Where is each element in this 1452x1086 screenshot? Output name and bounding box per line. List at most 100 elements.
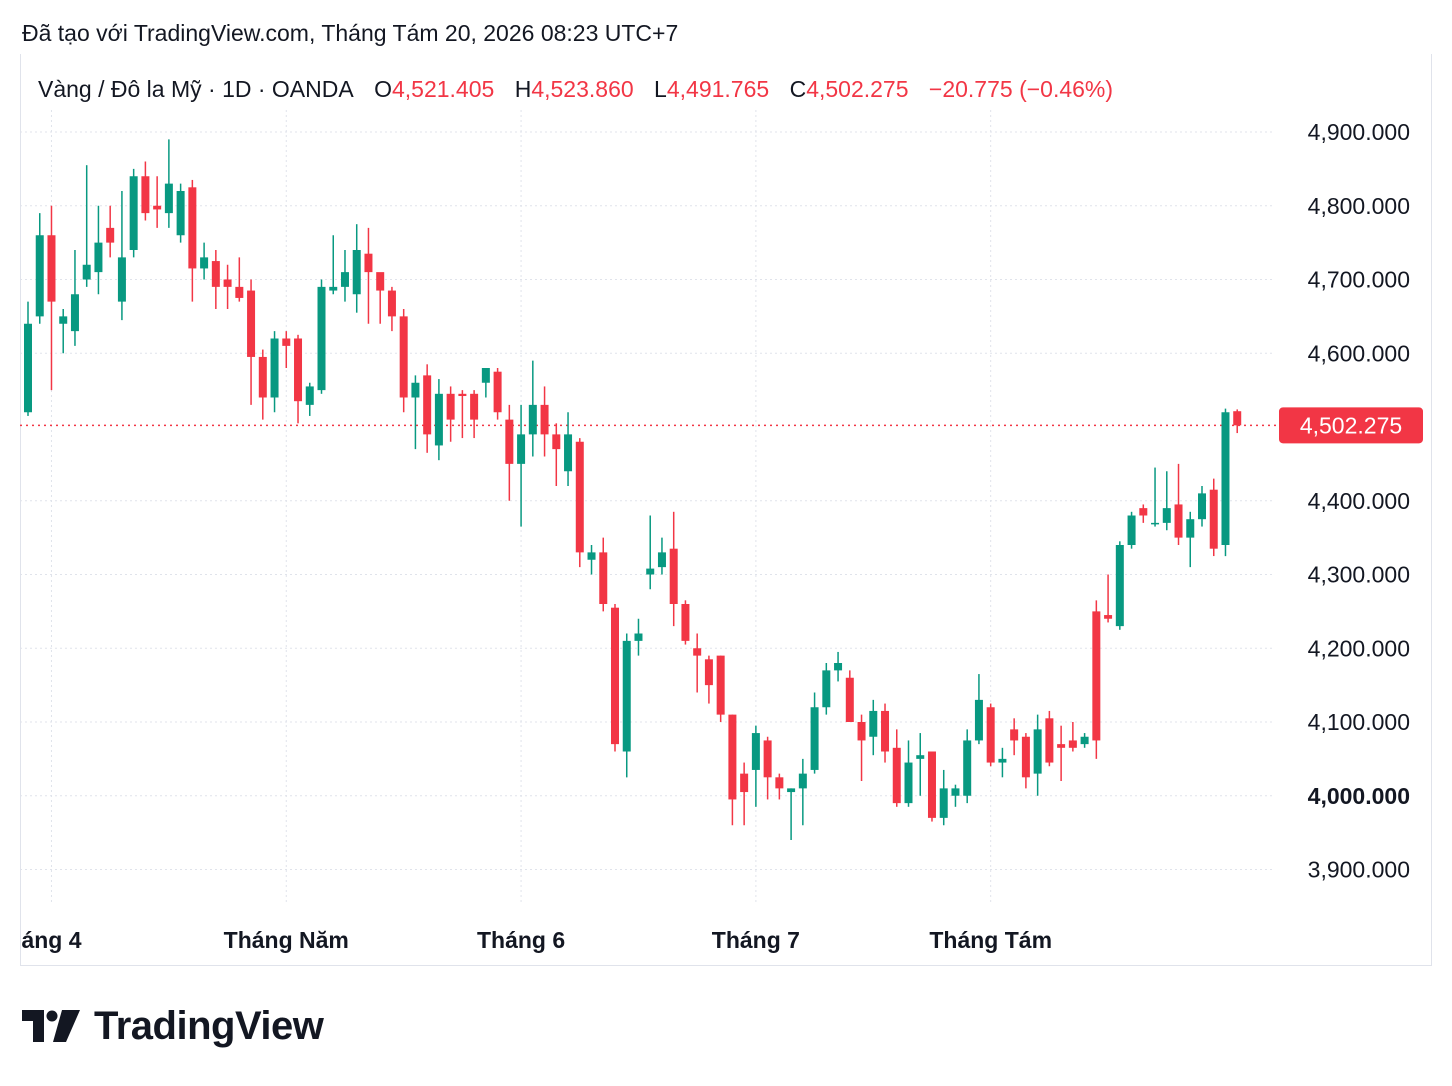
candle-body: [669, 548, 678, 604]
candle-body: [916, 755, 925, 759]
time-tick-label: áng 4: [21, 927, 81, 953]
candle-body: [47, 235, 56, 302]
candle-body: [1068, 740, 1077, 748]
candle-body: [423, 375, 432, 435]
candle-body: [329, 286, 338, 291]
candle-body: [1115, 545, 1124, 627]
candle-body: [129, 176, 138, 250]
price-tick-label: 4,100.000: [1308, 709, 1410, 735]
candle-body: [775, 777, 784, 789]
candle-body: [634, 633, 643, 641]
candle-body: [599, 552, 608, 604]
candle-body: [176, 191, 185, 236]
candle-body: [986, 707, 995, 763]
created-with-caption: Đã tạo với TradingView.com, Tháng Tám 20…: [22, 20, 679, 46]
candle-body: [657, 552, 666, 568]
candle-body: [258, 356, 267, 398]
candle-body: [575, 441, 584, 553]
tradingview-logo[interactable]: TradingView: [22, 1004, 324, 1048]
candle-body: [1033, 729, 1042, 774]
low-value: 4,491.765: [666, 76, 770, 102]
candle-body: [247, 290, 256, 357]
candle-body: [1221, 412, 1230, 545]
low-label: L: [654, 76, 667, 102]
candle-body: [939, 788, 948, 818]
candle-body: [622, 640, 631, 752]
chart-frame: [20, 54, 1432, 966]
candle-body: [716, 655, 725, 715]
candle-body: [411, 382, 420, 398]
candle-body: [352, 250, 361, 295]
candle-body: [188, 187, 197, 269]
candle-body: [1174, 504, 1183, 538]
last-price-badge-label: 4,502.275: [1300, 412, 1402, 438]
candle-body: [693, 648, 702, 656]
open-label: O: [374, 76, 392, 102]
open-value: 4,521.405: [391, 76, 495, 102]
candle-body: [822, 670, 831, 708]
candle-body: [728, 714, 737, 800]
candle-body: [270, 338, 279, 398]
high-label: H: [514, 76, 532, 102]
candle-body: [82, 264, 91, 280]
candle-body: [1092, 611, 1101, 741]
candle-body: [35, 235, 44, 317]
candle-body: [798, 773, 807, 789]
price-tick-label: 4,600.000: [1308, 340, 1410, 366]
candle-body: [857, 722, 866, 741]
candle-body: [481, 368, 490, 383]
candle-body: [200, 257, 209, 269]
candle-body: [235, 286, 244, 298]
candle-body: [869, 710, 878, 737]
candle-body: [1021, 736, 1030, 778]
candle-body: [587, 552, 596, 560]
time-tick-label: Tháng 6: [477, 927, 565, 953]
candle-body: [528, 404, 537, 435]
price-tick-label: 4,400.000: [1308, 488, 1410, 514]
candle-body: [434, 393, 443, 446]
candle-body: [1010, 729, 1019, 741]
candle-body: [763, 740, 772, 778]
close-value: 4,502.275: [806, 76, 909, 102]
candle-body: [1080, 736, 1089, 745]
candle-body: [787, 788, 796, 793]
candle-body: [1057, 744, 1066, 748]
high-value: 4,523.860: [531, 76, 634, 102]
candle-body: [305, 386, 314, 405]
candle-body: [446, 393, 455, 420]
candle-body: [963, 740, 972, 796]
candle-body: [376, 272, 385, 291]
candle-body: [340, 272, 349, 287]
price-tick-label: 4,900.000: [1308, 119, 1410, 145]
time-tick-label: Tháng Tám: [929, 927, 1052, 953]
time-tick-label: Tháng Năm: [224, 927, 349, 953]
candle-body: [505, 419, 514, 464]
candle-body: [974, 699, 983, 741]
candle-body: [211, 261, 220, 287]
candle-body: [223, 279, 232, 287]
candle-body: [927, 751, 936, 818]
candle-body: [364, 253, 373, 273]
price-axis: 4,900.000 4,800.000 4,700.000 4,600.000 4,40…: [1308, 119, 1410, 883]
candle-body: [704, 659, 713, 686]
candle-body: [458, 393, 467, 397]
candles: [24, 139, 1242, 840]
candle-body: [1104, 615, 1113, 619]
candle-body: [810, 707, 819, 770]
candle-body: [611, 607, 619, 745]
candle-body: [387, 290, 396, 317]
tradingview-logo-icon: [22, 1010, 80, 1042]
candle-body: [681, 604, 690, 641]
candle-body: [1198, 493, 1206, 520]
candle-body: [1139, 508, 1148, 516]
ohlc-legend: Vàng / Đô la Mỹ · 1D · OANDA O4,521.405 …: [38, 76, 1113, 103]
candle-body: [294, 338, 303, 402]
candle-body: [951, 788, 960, 796]
symbol-title: Vàng / Đô la Mỹ · 1D · OANDA: [38, 76, 354, 102]
grid-lines: [20, 110, 1273, 905]
close-label: C: [789, 76, 807, 102]
candle-body: [845, 677, 854, 722]
candle-body: [751, 733, 760, 770]
price-tick-label: 4,300.000: [1308, 562, 1410, 588]
